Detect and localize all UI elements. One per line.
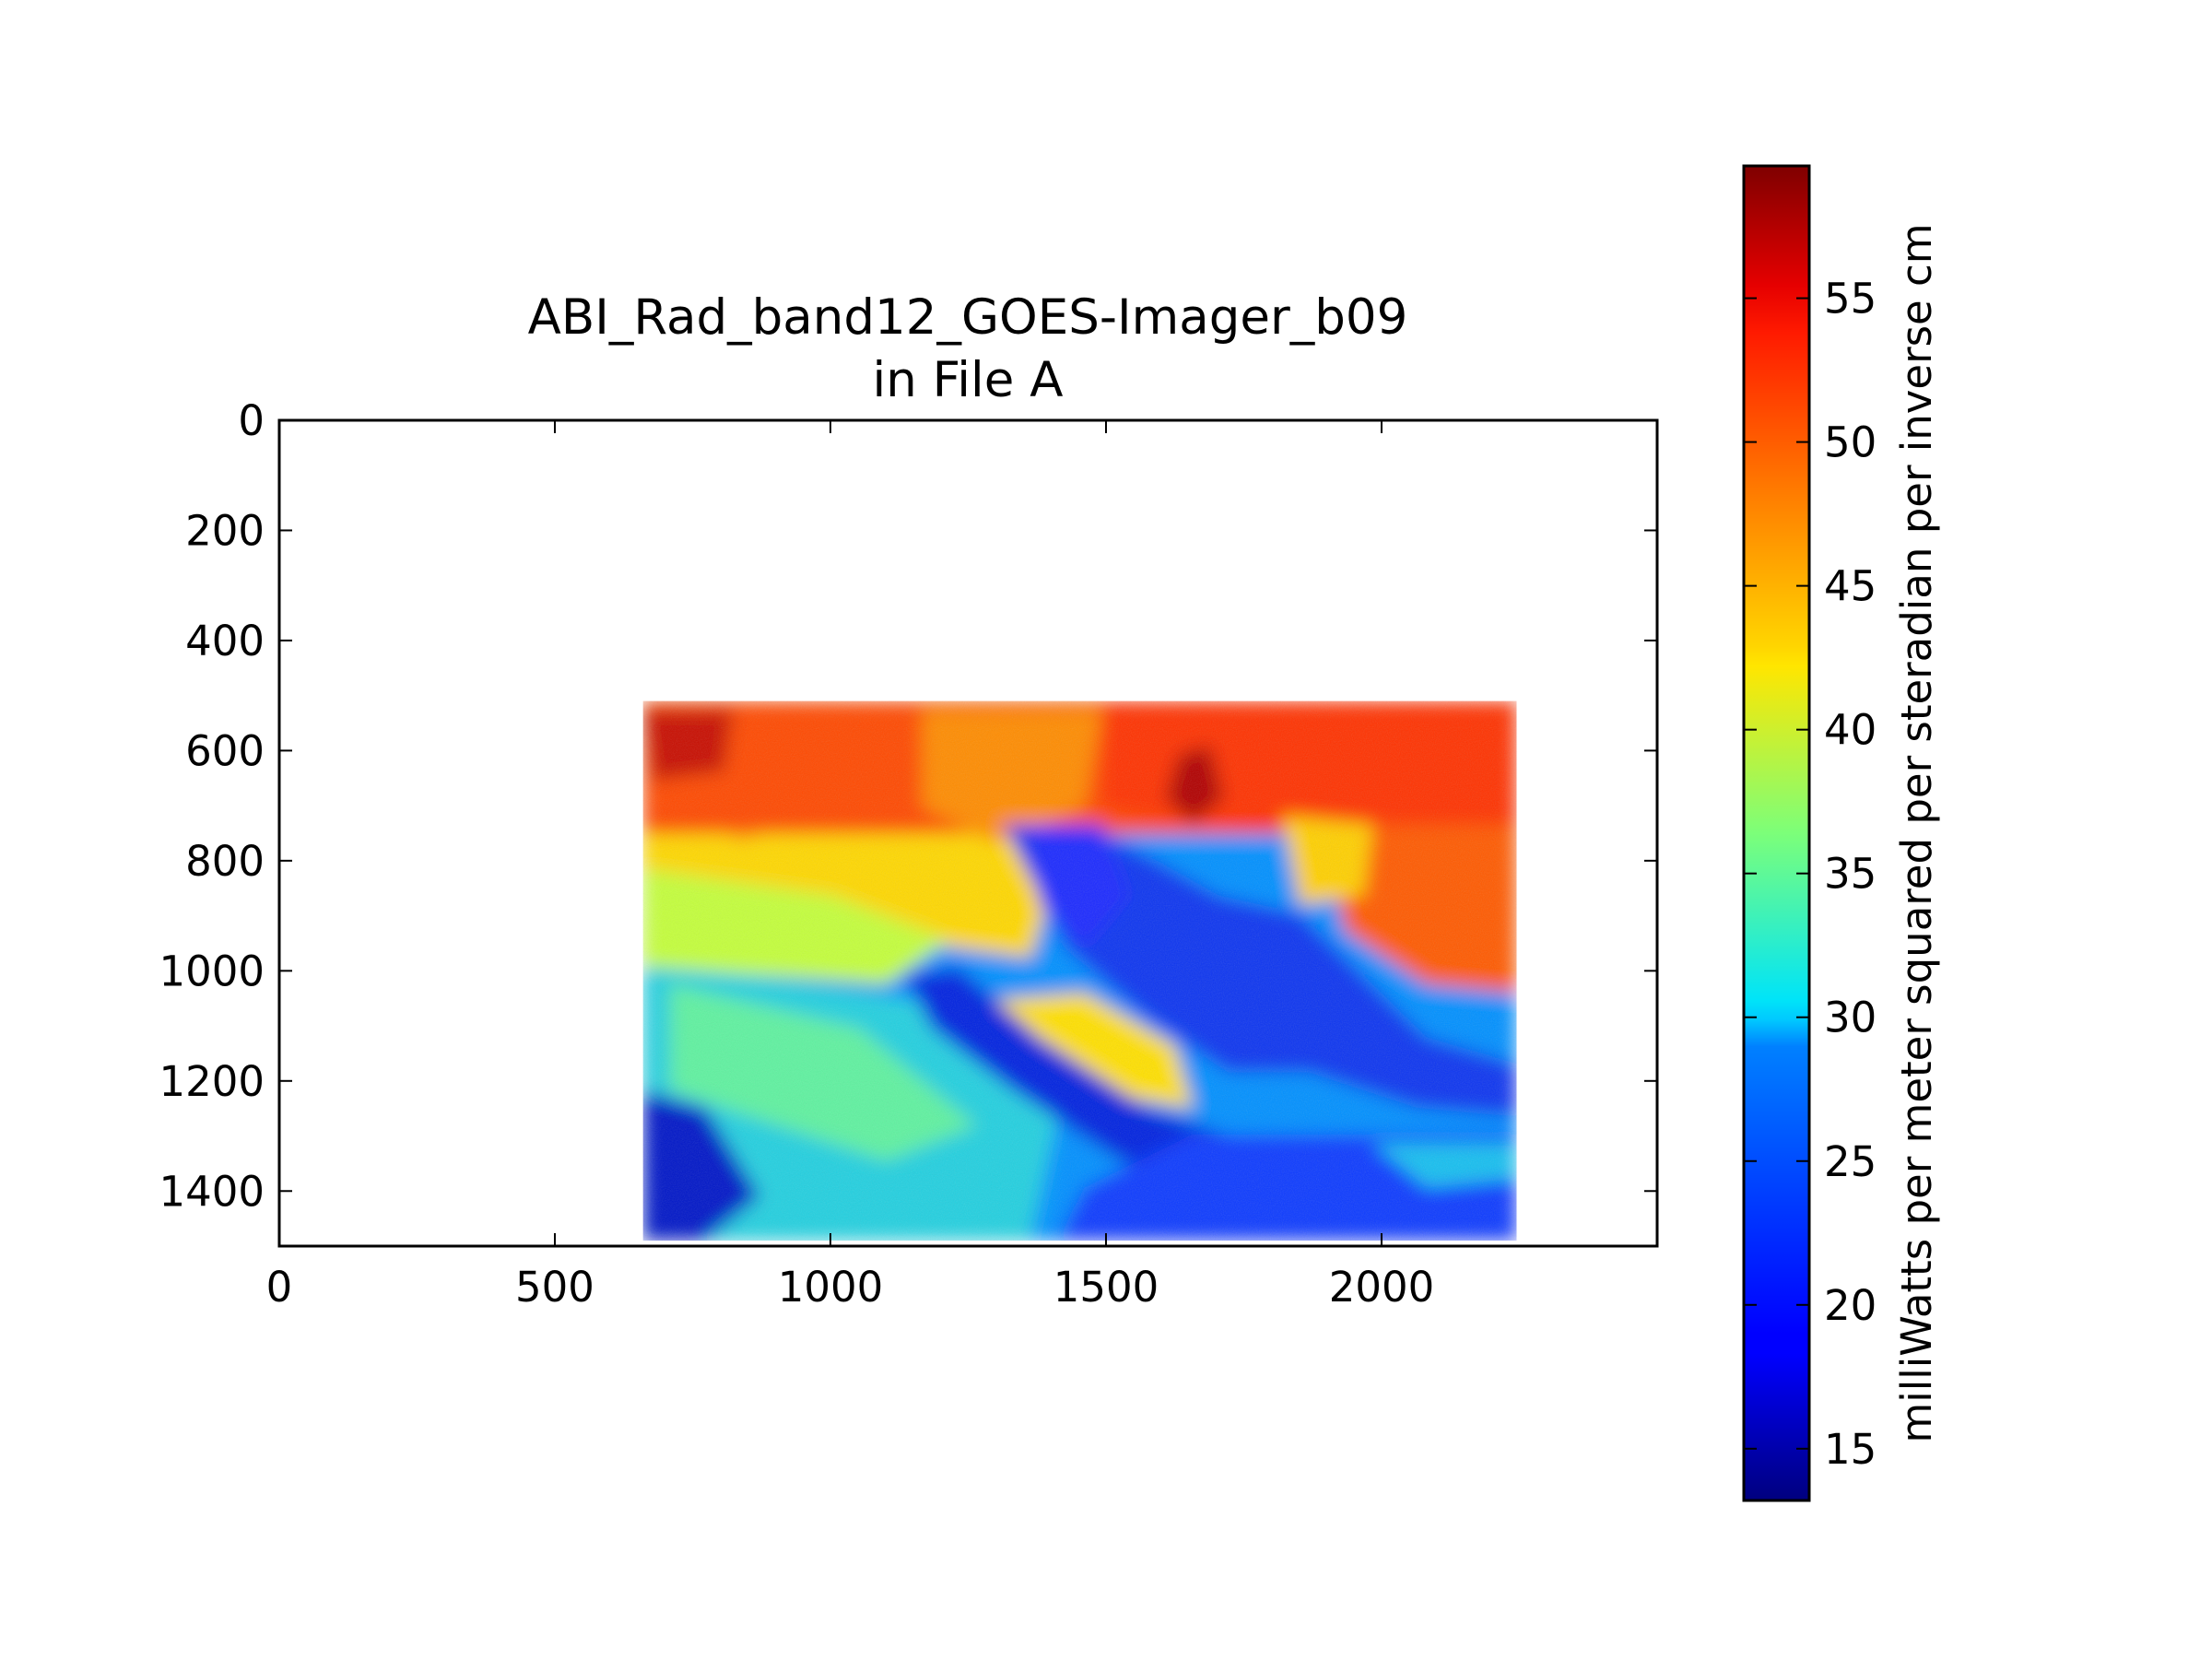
x-axis: 0 500 1000 1500 2000 [266, 420, 1435, 1312]
x-tick-label: 1500 [1053, 1263, 1159, 1312]
y-tick-label: 800 [185, 837, 265, 886]
x-tick-label: 0 [266, 1263, 293, 1312]
x-tick-label: 1000 [778, 1263, 884, 1312]
colorbar-tick-label: 35 [1824, 850, 1877, 899]
y-tick-label: 1000 [159, 947, 265, 995]
y-tick-label: 200 [185, 506, 265, 555]
colorbar-label: milliWatts per meter squared per steradi… [1892, 223, 1941, 1442]
y-axis: 0 200 400 600 800 1000 1200 1400 [159, 396, 1657, 1216]
heatmap-image [642, 700, 1517, 1241]
colorbar-tick-label: 30 [1824, 994, 1877, 1042]
y-tick-label: 0 [238, 396, 265, 445]
y-tick-label: 1400 [159, 1167, 265, 1216]
colorbar [1742, 164, 1811, 1502]
x-tick-label: 500 [515, 1263, 594, 1312]
colorbar-tick-label: 50 [1824, 418, 1877, 467]
x-tick-label: 2000 [1329, 1263, 1435, 1312]
colorbar-tick-label: 25 [1824, 1137, 1877, 1186]
field-grain [642, 700, 1517, 1241]
y-tick-label: 600 [185, 726, 265, 775]
colorbar-tick-label: 15 [1824, 1425, 1877, 1474]
chart-title-line2: in File A [873, 352, 1064, 408]
colorbar-tick-label: 55 [1824, 275, 1877, 324]
colorbar-tick-label: 45 [1824, 562, 1877, 611]
colorbar-tick-label: 40 [1824, 706, 1877, 755]
axes-frame [277, 418, 1659, 1248]
y-tick-label: 1200 [159, 1057, 265, 1106]
colorbar-ticks: 15 20 25 30 35 40 45 50 55 [1744, 275, 1877, 1474]
chart-title-line1: ABI_Rad_band12_GOES-Imager_b09 [528, 289, 1408, 346]
colorbar-tick-label: 20 [1824, 1281, 1877, 1330]
y-tick-label: 400 [185, 617, 265, 665]
